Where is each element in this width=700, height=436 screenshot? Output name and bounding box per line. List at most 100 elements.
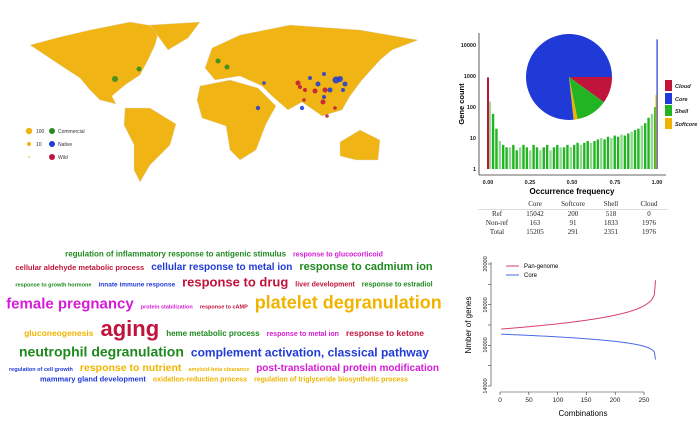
legend-native [49,141,55,147]
table-row: Non-ref 163 91 1833 1976 [478,219,668,228]
core-line [501,333,657,360]
histogram-bar-shell [562,147,566,169]
legend-wild [49,154,55,160]
histogram-bar-shell [512,144,515,169]
histogram-bar-shell [532,144,535,169]
histogram-bar-shell [633,130,637,169]
histogram-bar-core [656,39,658,169]
map-point-wild [325,114,329,118]
word: innate immune response [99,281,176,288]
x-tick: 0.75 [610,180,621,186]
histogram-bar-shell [539,150,542,169]
legend-label: 100 [36,129,45,135]
table-cell: Total [489,228,505,236]
histogram-bar-shell [515,150,518,169]
histogram: 10000 1000 100 10 1 0.00 0.25 0.50 0.75 … [457,33,697,196]
table-cell: 15205 [526,228,544,236]
word: response to drug [182,274,288,289]
histogram-bar-shell [488,101,491,169]
histogram-bar-shell [549,150,552,169]
pangenome-table: Core Softcore Shell Cloud Ref 15042 200 518 0 N… [478,200,668,237]
table-cell: 200 [567,210,579,218]
histogram-bar-shell [522,144,525,169]
word: regulation of inflammatory response to a… [65,250,286,259]
map-point-wild [298,85,302,89]
word: cellular aldehyde metabolic process [15,263,144,272]
map-point-native [315,81,321,87]
map-point-native [342,81,348,87]
histogram-bar-shell [572,144,576,169]
table-cell: Non-ref [485,219,509,227]
legend-swatch-core [665,93,672,104]
histogram-bar-shell [640,125,643,169]
table-cell: 1833 [604,219,618,227]
word: response to growth hormone [15,282,91,288]
legend-swatch-cloud [665,80,672,91]
table-header: Core [516,200,554,210]
histogram-bar-shell [525,147,529,169]
legend-label: Wild [58,155,68,161]
table-cell: 0 [647,210,651,218]
histogram-bar-shell [559,147,562,169]
table-cell: 1976 [642,228,656,236]
histogram-bar-shell [586,141,589,169]
table-row: Ref 15042 200 518 0 [478,210,668,220]
y-tick: 20000 [483,256,489,271]
legend-label: Core [675,97,688,103]
map-point-commercial [224,64,230,70]
eurasia [204,24,419,117]
greenland [149,21,201,51]
histogram-bar-shell [583,142,586,169]
histogram-bar-shell [529,150,532,169]
histogram-bar-shell [643,123,647,169]
table-cell: 518 [605,210,617,218]
legend-label: Pan-genome [524,264,559,270]
table-cell: 1976 [642,219,656,227]
word: gluconeogenesis [24,328,94,338]
word: regulation of triglyceride biosynthetic … [254,377,408,384]
pie-slice-core [526,33,612,120]
legend-label: Shell [675,109,689,115]
map-point-commercial [112,76,118,82]
map-legend: 100 10 Commercial Native Wild [25,127,85,161]
histogram-bar-shell [596,139,600,169]
histogram-bar-shell [566,144,569,169]
map-point-native [255,105,261,111]
histogram-bar-shell [593,141,596,169]
histogram-bar-shell [650,113,654,169]
histogram-bar-shell [627,133,630,169]
table-header: Cloud [630,200,668,210]
x-axis-label: Combinations [559,409,608,418]
word: regulation of cell growth [9,367,74,373]
histogram-bar-shell [505,147,508,169]
legend-label: Cloud [675,84,691,90]
legend-size-100 [25,127,33,135]
australia [339,129,381,161]
north-america [29,21,161,105]
y-tick: 1000 [464,74,476,80]
y-tick: 16000 [483,337,489,352]
map-point-native [341,88,345,92]
histogram-bar-shell [613,135,616,169]
histogram-bar-shell [491,113,495,169]
y-axis-label: Gene count [457,83,466,125]
word: amyloid-beta clearance [188,367,249,373]
world-map [29,21,419,183]
y-tick: 10000 [461,43,476,49]
histogram-bar-shell [603,139,606,169]
legend-swatch-softcore [665,118,672,129]
word: heme metabolic process [166,329,260,338]
histogram-bar-softcore [655,94,657,169]
map-point-native [327,87,333,93]
word: response to glucocorticoid [293,252,383,259]
histogram-bar-shell [600,138,603,169]
line-chart: 20000 18000 16000 14000 0 50 100 150 200… [464,256,657,418]
map-point-wild [303,88,307,92]
legend-commercial [49,128,55,134]
map-point-wild [333,106,337,110]
map-point-wild [295,80,301,86]
table-cell: 163 [529,219,541,227]
y-tick: 18000 [483,297,489,312]
x-tick: 0.00 [483,180,494,186]
map-point-native [337,76,343,82]
